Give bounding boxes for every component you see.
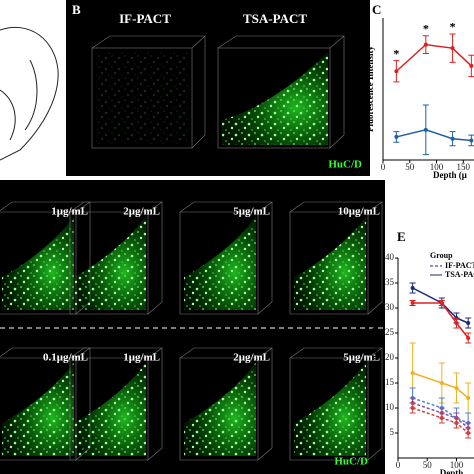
- volume-frame: [179, 201, 273, 315]
- concentration-label: 2μg/mL: [233, 352, 270, 364]
- point: [410, 371, 415, 375]
- series-line: [412, 302, 469, 339]
- concentration-label: 10μg/mL: [338, 206, 380, 218]
- point: [394, 69, 399, 74]
- concentration-label: 5μg/mL: [233, 206, 270, 218]
- label: TSA-PACT: [243, 11, 307, 26]
- x-tick-label: 150: [457, 162, 471, 172]
- point: [439, 416, 444, 420]
- series-line: [412, 372, 469, 399]
- concentration-label: 5μg/mL: [343, 352, 380, 364]
- concentration-label: 1μg/mL: [123, 352, 160, 364]
- series-line: [412, 407, 469, 434]
- legend-label: IF-PACT: [445, 261, 474, 270]
- point: [454, 421, 459, 425]
- y-tick-label: 40: [385, 252, 395, 262]
- tissue: [74, 362, 146, 456]
- label: IF-PACT: [119, 11, 171, 26]
- series-line: [412, 287, 469, 324]
- significance: *: [393, 46, 399, 60]
- x-tick-label: 0: [396, 460, 401, 470]
- y-axis-label: Signal to noise ratio: [370, 319, 380, 396]
- point: [423, 127, 428, 132]
- panel-letter: B: [72, 2, 81, 17]
- volume-tsa: [217, 35, 345, 149]
- point: [469, 138, 474, 143]
- x-tick-label: 100: [430, 162, 444, 172]
- point: [423, 42, 428, 47]
- tissue: [184, 362, 256, 456]
- micrographs: [0, 201, 383, 461]
- x-tick-label: 50: [423, 460, 433, 470]
- concentration-label: 1μg/mL: [51, 206, 88, 218]
- series-line: [412, 397, 469, 424]
- stain-label: HuC/D: [328, 159, 362, 171]
- x-axis-label: Depth (μ: [433, 170, 467, 180]
- x-tick-label: 0: [381, 162, 386, 172]
- volume-if: [91, 35, 206, 149]
- tissue: [294, 362, 366, 456]
- x-tick-label: 100: [450, 460, 464, 470]
- y-tick-label: 30: [385, 302, 395, 312]
- point: [410, 286, 415, 290]
- point: [466, 321, 471, 325]
- point: [466, 431, 471, 435]
- series-line: [396, 129, 472, 142]
- point: [450, 136, 455, 141]
- point: [469, 63, 474, 68]
- y-tick-label: 10: [385, 402, 395, 412]
- panel-letter: C: [372, 2, 381, 17]
- point: [439, 301, 444, 305]
- point: [454, 321, 459, 325]
- series-line: [412, 402, 469, 429]
- y-tick-label: 25: [385, 327, 395, 337]
- y-tick-label: 5: [390, 427, 395, 437]
- y-tick-label: 15: [385, 377, 395, 387]
- volume-frame: [69, 347, 163, 461]
- point: [454, 386, 459, 390]
- series-line: [395, 43, 472, 72]
- sketch: [0, 26, 59, 161]
- tissue: [74, 216, 146, 310]
- stain-label: HuC/D: [334, 456, 368, 468]
- tissue: [184, 216, 256, 310]
- point: [466, 396, 471, 400]
- point: [410, 406, 415, 410]
- significance: *: [450, 20, 456, 34]
- concentration-label: 2μg/mL: [123, 206, 160, 218]
- point: [394, 134, 399, 139]
- volume-frame: [179, 347, 273, 461]
- concentration-label: 0.1μg/mL: [43, 352, 88, 364]
- volume-frame: [289, 201, 383, 315]
- y-tick-label: 20: [385, 352, 395, 362]
- point: [466, 336, 471, 340]
- tissue: [294, 216, 366, 310]
- x-axis-label: Depth: [440, 468, 464, 474]
- significance: *: [423, 22, 429, 36]
- volume-frame: [289, 347, 383, 461]
- tissue: [2, 216, 74, 310]
- tissue: [2, 362, 74, 456]
- point: [450, 46, 455, 51]
- legend-title: Group: [430, 251, 453, 260]
- volume-frame: [69, 201, 163, 315]
- point: [410, 301, 415, 305]
- y-tick-label: 35: [385, 277, 395, 287]
- y-axis-label: Fluorescence Intensity: [365, 45, 375, 132]
- point: [439, 381, 444, 385]
- legend-label: TSA-PACT: [445, 270, 474, 279]
- panel-letter: E: [397, 229, 406, 244]
- x-tick-label: 50: [405, 162, 415, 172]
